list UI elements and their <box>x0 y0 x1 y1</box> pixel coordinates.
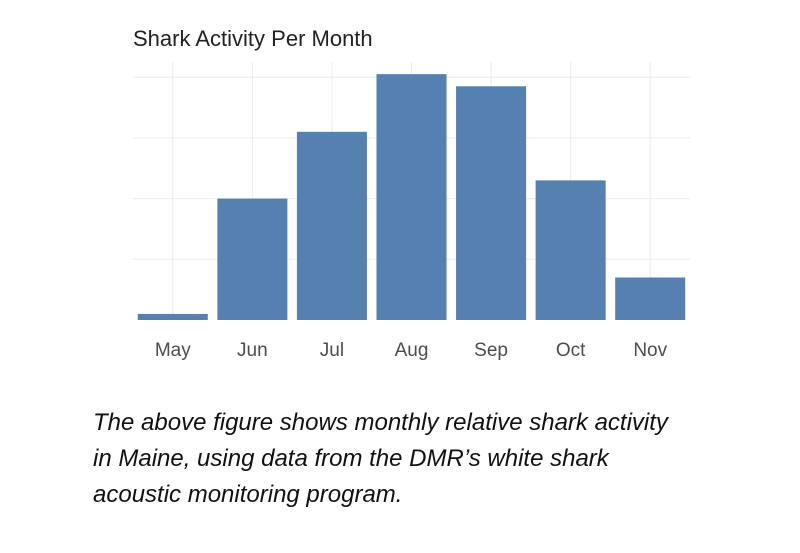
x-tick-label: Jul <box>320 340 344 361</box>
x-tick-label: Sep <box>474 340 508 361</box>
x-tick-label: Aug <box>395 340 429 361</box>
x-tick-labels: May Jun Jul Aug Sep Oct Nov <box>155 340 668 361</box>
x-tick-label: Oct <box>556 340 586 361</box>
bar-jul <box>296 131 367 320</box>
bar-may <box>137 313 208 320</box>
x-tick-label: Nov <box>633 340 667 361</box>
bar-sep <box>456 86 527 321</box>
caption-line-2: in Maine, using data from the DMR’s whit… <box>93 445 609 472</box>
figure-caption: The above figure shows monthly relative … <box>93 405 753 513</box>
chart-title: Shark Activity Per Month <box>133 26 373 51</box>
caption-line-3: acoustic monitoring program. <box>93 481 403 508</box>
bar-nov <box>615 277 686 320</box>
bar-oct <box>535 180 606 320</box>
caption-line-1: The above figure shows monthly relative … <box>93 409 668 436</box>
x-tick-label: May <box>155 340 191 361</box>
bars <box>137 74 686 321</box>
bar-aug <box>376 74 447 320</box>
x-tick-label: Jun <box>237 340 268 361</box>
bar-jun <box>217 198 288 320</box>
bar-chart: May Jun Jul Aug Sep Oct Nov <box>133 62 690 361</box>
